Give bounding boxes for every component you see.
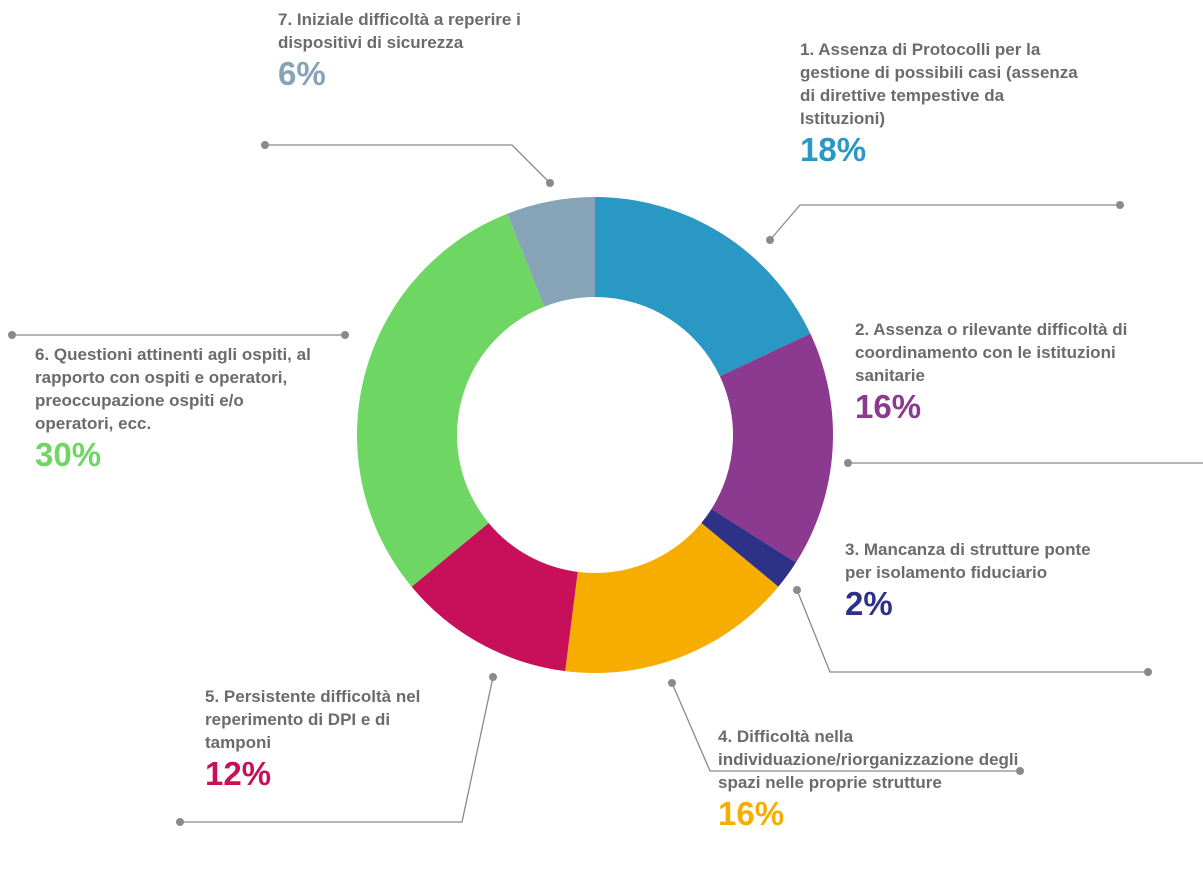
- slice-label: 2. Assenza o rilevante difficoltà di coo…: [855, 320, 1128, 385]
- leader-dot: [1116, 201, 1124, 209]
- leader-dot: [1144, 668, 1152, 676]
- donut-slice: [357, 213, 545, 587]
- leader-line: [671, 682, 1020, 772]
- donut-slice: [507, 197, 595, 307]
- leader-line: [265, 144, 551, 184]
- leader-dot: [844, 459, 852, 467]
- leader-line: [796, 589, 1148, 673]
- donut-slice: [711, 333, 833, 563]
- slice-value-label: 16%: [718, 795, 785, 832]
- slice-label: 3. Mancanza di strutture ponte per isola…: [845, 540, 1091, 582]
- leader-line: [769, 204, 1120, 241]
- slice-label: 4. Difficoltà nella individuazione/riorg…: [718, 727, 1019, 792]
- leader-dot: [489, 673, 497, 681]
- donut-slice: [411, 522, 578, 672]
- leader-dot: [766, 236, 774, 244]
- leader-dot: [341, 331, 349, 339]
- slice-value-label: 18%: [800, 131, 867, 168]
- slice-label: 7. Iniziale difficoltà a reperire i disp…: [278, 10, 521, 52]
- leader-dot: [1016, 767, 1024, 775]
- slice-value-label: 12%: [205, 755, 272, 792]
- slice-value-label: 16%: [855, 388, 922, 425]
- slice-label: 1. Assenza di Protocolli per la gestione…: [800, 40, 1078, 128]
- leader-dot: [793, 586, 801, 594]
- donut-slice: [595, 197, 811, 377]
- donut-slice: [701, 508, 796, 587]
- slice-value-label: 6%: [278, 55, 326, 92]
- leader-dot: [546, 179, 554, 187]
- slice-label: 5. Persistente difficoltà nel reperiment…: [205, 687, 421, 752]
- slice-value-label: 30%: [35, 436, 102, 473]
- slice-label: 6. Questioni attinenti agli ospiti, al r…: [35, 345, 311, 433]
- leader-dot: [668, 679, 676, 687]
- leader-dot: [176, 818, 184, 826]
- donut-slice: [565, 522, 779, 673]
- slice-value-label: 2%: [845, 585, 893, 622]
- leader-dot: [261, 141, 269, 149]
- leader-line: [180, 676, 494, 823]
- leader-dot: [8, 331, 16, 339]
